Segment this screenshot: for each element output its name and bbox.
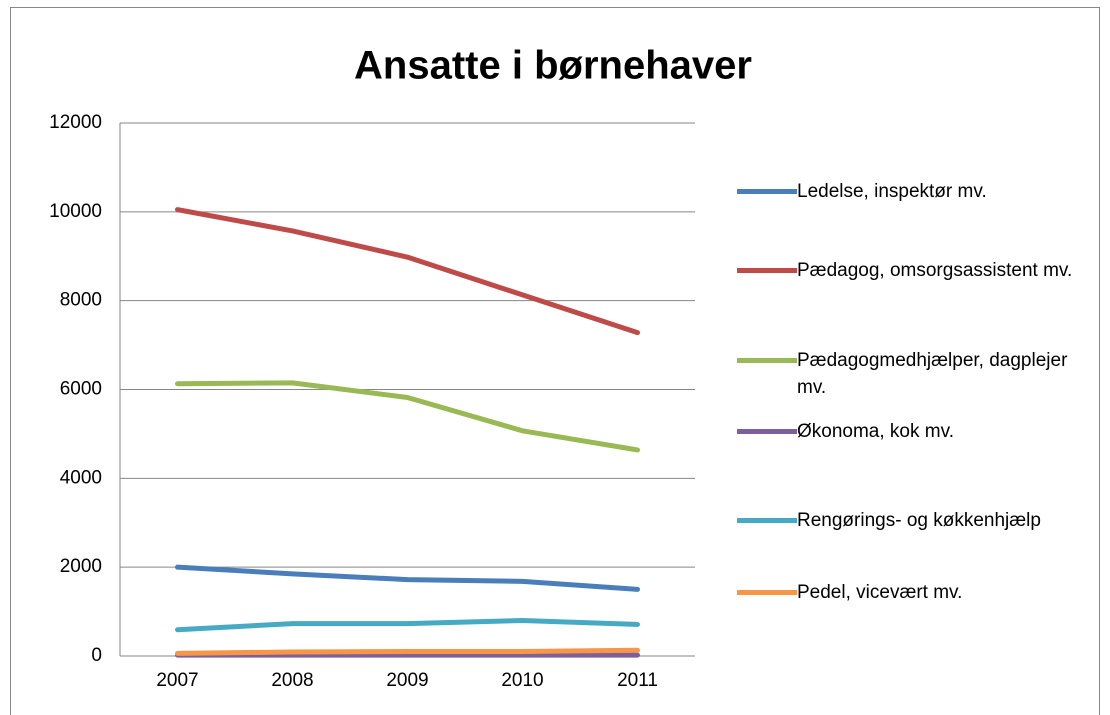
chart-title: Ansatte i børnehaver xyxy=(354,44,752,88)
series-line xyxy=(175,207,640,336)
chart-border xyxy=(10,7,1100,715)
y-tick-label: 6000 xyxy=(60,379,102,400)
legend-label: Pædagogmedhjælper, dagplejer mv. xyxy=(797,350,1068,398)
series-line xyxy=(175,564,640,592)
legend-label: Økonoma, kok mv. xyxy=(797,421,954,442)
series-line xyxy=(175,647,640,656)
legend-item: Pedel, vicevært mv. xyxy=(737,579,1097,606)
legend-swatch xyxy=(737,189,797,194)
legend-label: Rengørings- og køkkenhjælp xyxy=(797,510,1041,531)
x-tick-label: 2008 xyxy=(271,670,313,691)
legend-item: Pædagog, omsorgsassistent mv. xyxy=(737,257,1097,284)
legend-swatch xyxy=(737,518,797,523)
legend-swatch xyxy=(737,590,797,595)
y-tick-label: 2000 xyxy=(60,556,102,577)
x-tick-label: 2010 xyxy=(501,670,543,691)
series-line xyxy=(175,380,640,453)
y-tick-label: 4000 xyxy=(60,467,102,488)
x-tick-label: 2007 xyxy=(156,670,198,691)
y-tick-label: 0 xyxy=(91,645,102,666)
legend-swatch xyxy=(737,429,797,434)
x-tick-label: 2009 xyxy=(386,670,428,691)
legend-item: Rengørings- og køkkenhjælp xyxy=(737,507,1097,534)
legend-item: Ledelse, inspektør mv. xyxy=(737,178,1097,205)
legend-swatch xyxy=(737,268,797,273)
legend-item: Pædagogmedhjælper, dagplejer mv. xyxy=(737,347,1097,401)
series-line xyxy=(175,617,640,633)
legend-swatch xyxy=(737,358,797,363)
x-tick-label: 2011 xyxy=(617,670,658,691)
legend-label: Ledelse, inspektør mv. xyxy=(797,181,987,202)
y-tick-label: 10000 xyxy=(49,201,102,222)
y-tick-label: 8000 xyxy=(60,290,102,311)
legend-label: Pedel, vicevært mv. xyxy=(797,582,963,603)
y-tick-label: 12000 xyxy=(49,112,102,133)
legend-label: Pædagog, omsorgsassistent mv. xyxy=(797,260,1073,281)
legend-item: Økonoma, kok mv. xyxy=(737,418,1097,445)
